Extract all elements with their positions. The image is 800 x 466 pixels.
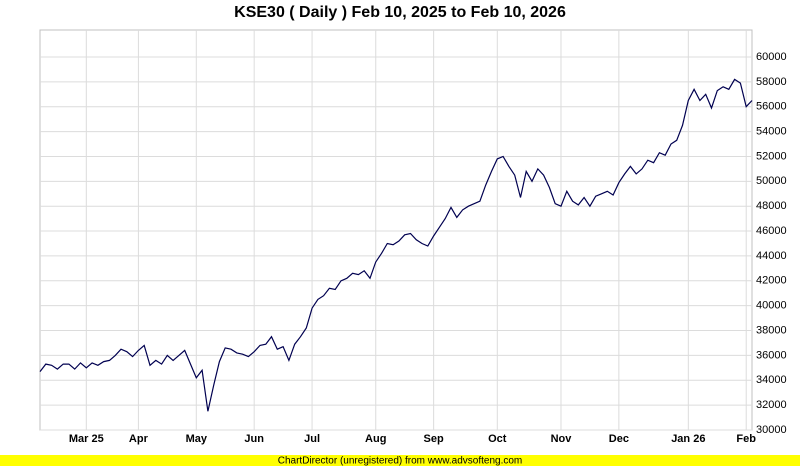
y-tick-label: 38000 [756, 324, 787, 336]
x-tick-label: Dec [609, 433, 629, 445]
y-tick-label: 32000 [756, 399, 787, 411]
x-tick-label: Mar 25 [69, 433, 104, 445]
x-tick-label: Jun [244, 433, 264, 445]
plot-area [39, 29, 753, 431]
footer-bar [0, 455, 800, 466]
y-tick-label: 56000 [756, 101, 787, 113]
footer-text: ChartDirector (unregistered) from www.ad… [278, 456, 523, 466]
x-tick-label: Oct [488, 433, 507, 445]
chart-title: KSE30 ( Daily ) Feb 10, 2025 to Feb 10, … [234, 4, 566, 21]
price-line [39, 78, 753, 412]
y-tick-label: 42000 [756, 275, 787, 287]
x-tick-label: Jan 26 [671, 433, 705, 445]
y-tick-label: 46000 [756, 225, 787, 237]
y-tick-label: 48000 [756, 200, 787, 212]
y-tick-label: 36000 [756, 349, 787, 361]
y-tick-label: 52000 [756, 150, 787, 162]
x-tick-label: Aug [365, 433, 386, 445]
y-tick-label: 34000 [756, 374, 787, 386]
x-tick-label: Apr [129, 433, 149, 445]
y-tick-label: 44000 [756, 250, 787, 262]
y-tick-label: 60000 [756, 51, 787, 63]
x-tick-label: Nov [551, 433, 573, 445]
y-tick-label: 54000 [756, 125, 787, 137]
y-tick-label: 50000 [756, 175, 787, 187]
x-tick-label: Feb [736, 433, 756, 445]
x-tick-label: May [186, 433, 208, 445]
y-tick-label: 58000 [756, 76, 787, 88]
x-tick-label: Jul [304, 433, 320, 445]
y-tick-label: 30000 [756, 424, 787, 436]
x-tick-label: Sep [424, 433, 444, 445]
y-tick-label: 40000 [756, 300, 787, 312]
